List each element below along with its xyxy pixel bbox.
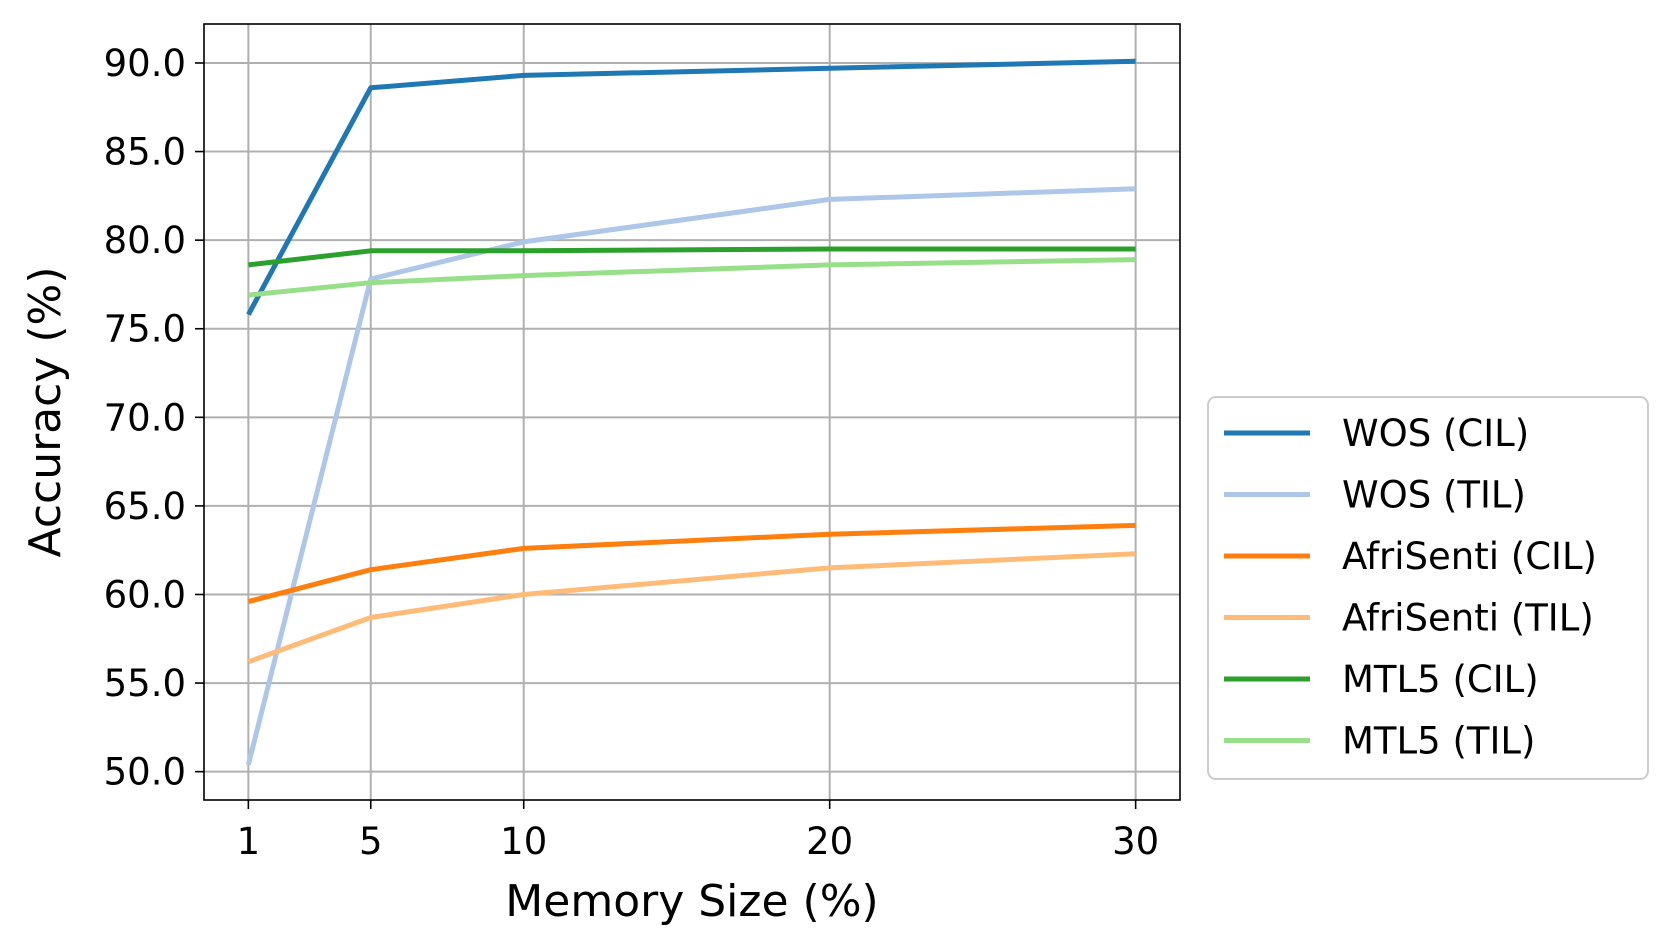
y-tick-label: 70.0	[104, 396, 186, 439]
y-tick-label: 65.0	[104, 485, 186, 528]
y-axis-ticks: 50.0 55.0 60.0 65.0 70.0 75.0 80.0 85.0 90.0	[104, 42, 204, 794]
legend-label: MTL5 (CIL)	[1342, 658, 1539, 701]
y-tick-label: 80.0	[104, 219, 186, 262]
y-axis-label: Accuracy (%)	[20, 266, 71, 557]
x-tick-label: 5	[359, 820, 383, 863]
series-line	[245, 186, 1136, 766]
y-tick-label: 90.0	[104, 42, 186, 85]
plot-frame	[203, 23, 1181, 801]
series-line	[248, 246, 1136, 268]
legend-label: MTL5 (TIL)	[1342, 720, 1535, 763]
series-line	[248, 257, 1136, 298]
series-line	[246, 58, 1136, 316]
x-tick-label: 20	[806, 820, 853, 863]
legend: WOS (CIL) WOS (TIL) AfriSenti (CIL) AfriSen…	[1207, 396, 1649, 780]
series-line	[247, 522, 1136, 605]
series-lines	[245, 58, 1136, 766]
legend-label: WOS (TIL)	[1342, 474, 1526, 517]
x-axis-ticks: 1 5 10 20 30	[237, 800, 1159, 863]
x-axis-label: Memory Size (%)	[505, 876, 878, 927]
legend-label: AfriSenti (CIL)	[1342, 535, 1597, 578]
x-tick-label: 1	[237, 820, 261, 863]
x-tick-label: 10	[500, 820, 547, 863]
legend-label: WOS (CIL)	[1342, 412, 1529, 455]
y-tick-label: 75.0	[104, 308, 186, 351]
y-tick-label: 85.0	[104, 131, 186, 174]
y-tick-label: 60.0	[104, 573, 186, 616]
y-tick-label: 55.0	[104, 662, 186, 705]
legend-box	[1207, 396, 1649, 780]
series-line	[247, 551, 1136, 665]
legend-label: AfriSenti (TIL)	[1342, 597, 1594, 640]
y-tick-label: 50.0	[104, 751, 186, 794]
grid-lines	[204, 24, 1180, 800]
x-tick-label: 30	[1112, 820, 1159, 863]
